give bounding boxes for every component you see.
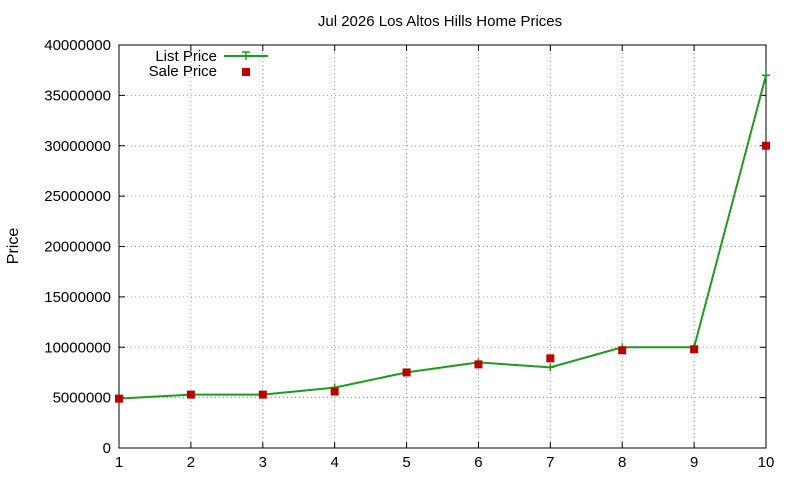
x-tick-label: 2 [187, 454, 195, 471]
x-tick-label: 3 [259, 454, 267, 471]
sale-price-point [330, 387, 339, 396]
x-tick-label: 9 [690, 454, 698, 471]
plot-frame [118, 44, 767, 449]
sale-price-point [402, 368, 411, 377]
sale-price-point [186, 390, 195, 399]
sale-price-point [762, 141, 770, 150]
legend-label-sale-price: Sale Price [149, 63, 217, 80]
axis-ticks: 0 5000000 10000000 15000000 20000000 25000000… [44, 37, 774, 471]
sale-price-point [258, 390, 267, 399]
grid-lines [119, 45, 766, 448]
y-tick-label: 40000000 [44, 37, 111, 54]
y-tick-label: 20000000 [44, 239, 111, 256]
y-tick-label: 30000000 [44, 138, 111, 155]
data-series [115, 71, 770, 403]
chart-title: Jul 2026 Los Altos Hills Home Prices [318, 13, 562, 30]
legend-marker-sale-price [242, 68, 250, 76]
x-tick-label: 10 [758, 454, 775, 471]
legend-label-list-price: List Price [155, 48, 217, 65]
y-axis-label: Price [5, 228, 22, 265]
x-tick-label: 4 [330, 454, 338, 471]
sale-price-point [690, 345, 699, 354]
x-tick-label: 5 [402, 454, 410, 471]
sale-price-point [618, 346, 627, 355]
y-tick-label: 10000000 [44, 339, 111, 356]
list-price-point [546, 363, 555, 372]
y-tick-label: 25000000 [44, 188, 111, 205]
x-tick-label: 8 [618, 454, 626, 471]
x-tick-label: 1 [115, 454, 123, 471]
sale-price-point [546, 354, 555, 363]
legend-marker-list-price [242, 51, 250, 60]
x-tick-label: 7 [546, 454, 554, 471]
sale-price-point [474, 360, 483, 369]
y-tick-label: 15000000 [44, 289, 111, 306]
y-tick-label: 35000000 [44, 87, 111, 104]
y-tick-label: 0 [103, 440, 111, 457]
sale-price-point [115, 394, 123, 403]
plot-border [118, 44, 767, 449]
x-tick-label: 6 [474, 454, 482, 471]
list-price-line [118, 74, 767, 400]
list-price-point [762, 71, 770, 80]
y-tick-label: 5000000 [53, 390, 111, 407]
